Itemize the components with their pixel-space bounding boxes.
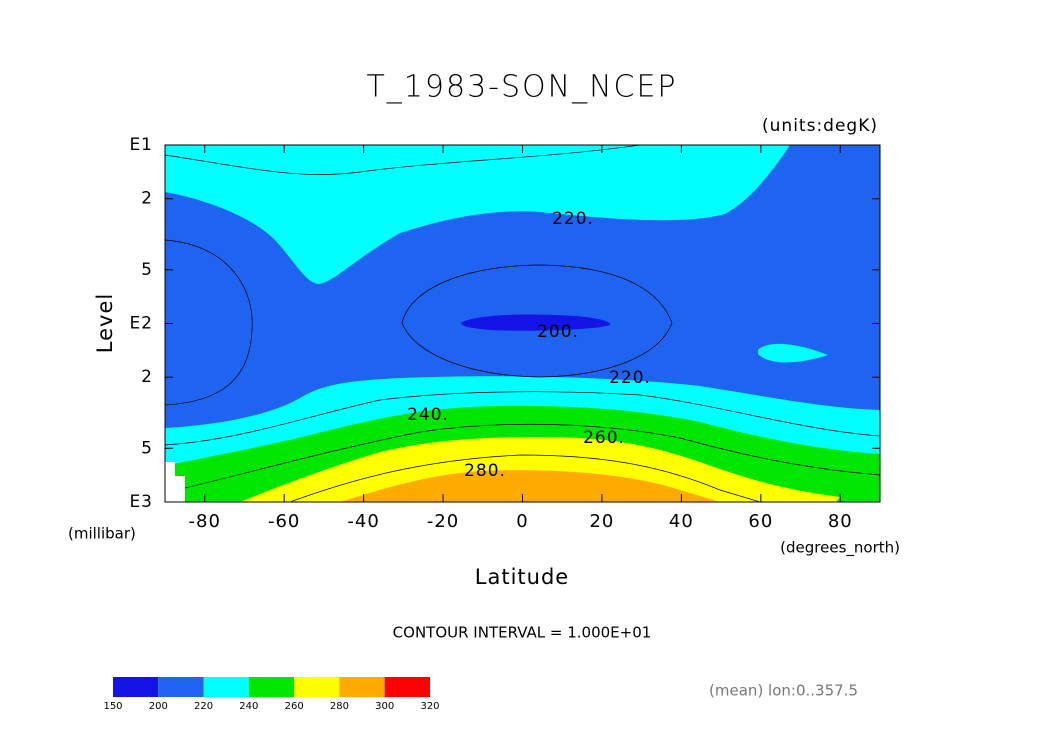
contour-line [165,145,641,175]
contour-label: 240. [407,405,449,425]
colorbar-label: 200 [149,701,168,712]
colorbar-swatch [158,677,204,697]
y-axis-label: Level [93,293,117,353]
colorbar-swatch [384,677,430,697]
contour-label: 220. [609,368,651,388]
contour-label: 280. [464,461,506,481]
x-tick-label: -40 [347,511,379,532]
y-tick-label: E1 [129,135,153,155]
fill-region [758,343,828,363]
colorbar-swatch [339,677,385,697]
x-units-label: (degrees_north) [780,539,900,558]
y-tick-label: 2 [141,367,153,387]
colorbar-label: 280 [330,701,349,712]
y-tick-label: 5 [141,260,153,280]
contour-line [184,423,880,489]
colorbar-swatch [203,677,249,697]
contour-label: 220. [552,209,594,229]
y-tick-label: 5 [141,438,153,458]
x-tick-label: 40 [669,511,694,532]
y-tick-label: E2 [129,314,153,334]
x-tick-label: -80 [189,511,221,532]
contour-label: 260. [583,428,625,448]
y-tick-label: 2 [141,189,153,209]
fill-region [340,470,720,502]
colorbar-swatch [113,677,159,697]
contour-line [165,391,880,446]
x-tick-label: 0 [516,511,528,532]
contour-line [165,239,253,406]
fill-region [461,314,611,331]
colorbar-label: 300 [375,701,394,712]
fill-region [240,437,840,502]
colorbar-label: 220 [194,701,213,712]
contour-label: 200. [537,322,579,342]
colorbar-swatch [294,677,340,697]
y-units-label: (millibar) [68,525,136,543]
contour-line [401,264,673,378]
x-tick-label: -60 [268,511,300,532]
colorbar-swatch [248,677,295,697]
plot-area: 220. 200. 220. 240. 260. 280. [164,144,881,503]
units-label: (units:degK) [762,116,878,136]
y-tick-label: E3 [129,492,153,512]
x-tick-label: 20 [589,511,614,532]
contour-line [289,454,761,502]
x-tick-label: -20 [427,511,459,532]
colorbar-label: 150 [103,701,122,712]
x-axis-label: Latitude [475,565,569,589]
mean-label: (mean) lon:0..357.5 [709,682,858,700]
missing-region [165,462,185,502]
chart-title: T_1983-SON_NCEP [366,70,677,105]
contour-interval: CONTOUR INTERVAL = 1.000E+01 [393,624,652,642]
x-tick-label: 80 [828,511,853,532]
fill-region [165,145,790,284]
colorbar-label: 260 [285,701,304,712]
colorbar-label: 320 [420,701,439,712]
x-tick-label: 60 [748,511,773,532]
colorbar-label: 240 [239,701,258,712]
